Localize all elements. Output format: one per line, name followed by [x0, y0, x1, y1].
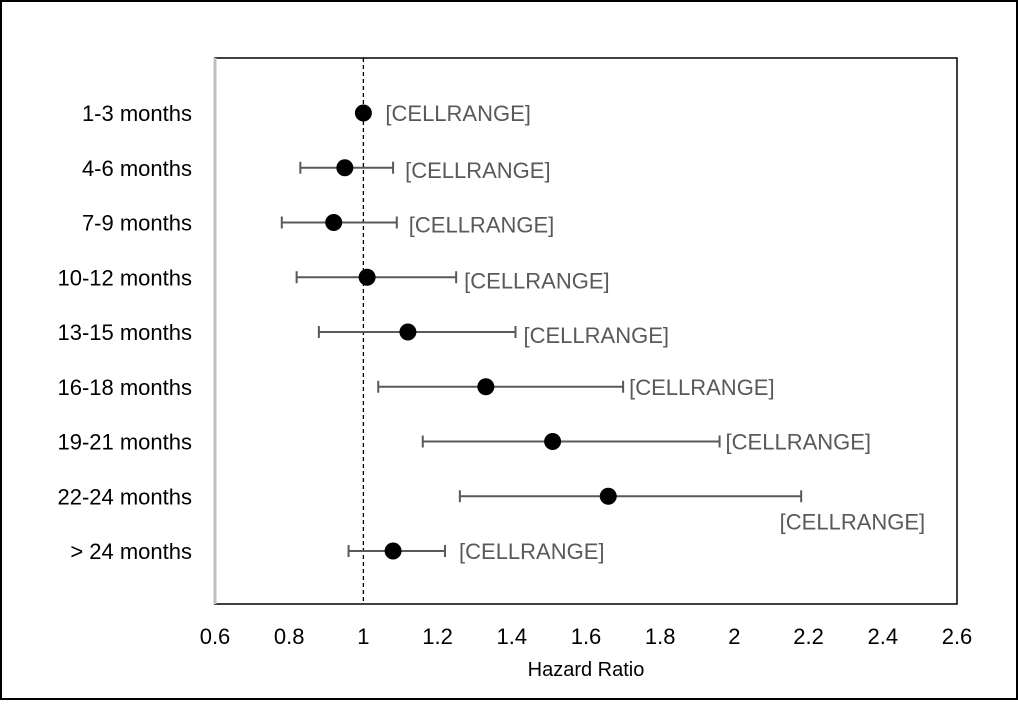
category-label: 7-9 months [82, 211, 192, 236]
category-label: 22-24 months [57, 484, 192, 509]
x-tick-label: 2.2 [793, 624, 824, 649]
data-label: [CELLRANGE] [409, 213, 555, 238]
x-tick-label: 0.8 [274, 624, 305, 649]
x-tick-label: 0.6 [200, 624, 231, 649]
x-tick-label: 1.8 [645, 624, 676, 649]
x-tick-label: 2 [728, 624, 740, 649]
x-tick-label: 1 [357, 624, 369, 649]
x-tick-label: 1.4 [497, 624, 528, 649]
x-tick-label: 1.2 [422, 624, 453, 649]
data-label: [CELLRANGE] [459, 539, 605, 564]
data-label: [CELLRANGE] [629, 375, 775, 400]
data-point [544, 433, 562, 450]
category-label: 16-18 months [57, 375, 192, 400]
x-tick-labels-group: 0.6 0.8 1 1.2 1.4 1.6 1.8 2 2.2 2.4 2.6 [200, 624, 973, 649]
category-label: 19-21 months [57, 430, 192, 455]
data-label: [CELLRANGE] [385, 101, 531, 126]
category-label: 13-15 months [57, 320, 192, 345]
data-point [358, 268, 376, 286]
x-tick-label: 2.4 [868, 624, 899, 649]
data-label: [CELLRANGE] [405, 158, 550, 183]
data-label: [CELLRANGE] [464, 268, 610, 293]
data-point [354, 104, 372, 122]
x-tick-label: 1.6 [571, 624, 602, 649]
category-label: 4-6 months [82, 156, 192, 181]
x-tick-label: 2.6 [942, 624, 973, 649]
points-group [325, 104, 617, 560]
category-labels-group: 1-3 months 4-6 months 7-9 months 10-12 mont… [57, 101, 192, 564]
data-point [384, 542, 402, 560]
data-label: [CELLRANGE] [524, 323, 670, 348]
x-axis-title: Hazard Ratio [528, 659, 645, 681]
data-point [399, 323, 417, 341]
data-label: [CELLRANGE] [726, 430, 872, 455]
category-label: 1-3 months [82, 101, 192, 126]
data-point [599, 487, 617, 505]
data-point [477, 378, 495, 396]
data-point [325, 214, 343, 231]
data-label: [CELLRANGE] [780, 509, 926, 534]
data-point [336, 159, 354, 177]
category-label: 10-12 months [57, 265, 192, 290]
category-label: > 24 months [70, 539, 192, 564]
data-labels-group: [CELLRANGE] [CELLRANGE] [CELLRANGE] [CELLRA… [385, 101, 925, 564]
